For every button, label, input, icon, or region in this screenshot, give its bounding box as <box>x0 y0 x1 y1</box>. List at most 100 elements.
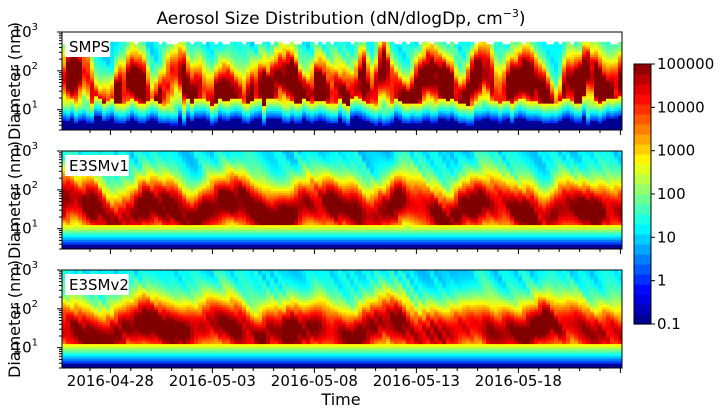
heatmap-cell <box>74 76 79 80</box>
heatmap-cell <box>446 44 451 48</box>
heatmap-cell <box>538 58 543 62</box>
heatmap-cell <box>534 46 539 50</box>
heatmap-cell <box>110 107 115 111</box>
heatmap-cell <box>610 127 615 130</box>
heatmap-cell <box>206 112 211 116</box>
heatmap-cell <box>570 95 575 99</box>
heatmap-cell <box>586 44 591 48</box>
heatmap-cell <box>190 81 195 85</box>
heatmap-cell <box>554 76 559 80</box>
heatmap-cell <box>150 110 155 114</box>
heatmap-cell <box>390 46 395 50</box>
heatmap-cell <box>366 68 371 72</box>
heatmap-cell <box>486 120 491 124</box>
heatmap-cell <box>482 95 487 99</box>
heatmap-cell <box>538 115 543 119</box>
heatmap-cell <box>234 61 239 65</box>
heatmap-cell <box>234 76 239 80</box>
heatmap-cell <box>418 49 423 53</box>
heatmap-cell <box>378 103 383 107</box>
heatmap-cell <box>238 125 243 129</box>
heatmap-cell <box>530 68 535 72</box>
heatmap-cell <box>606 44 611 48</box>
heatmap-cell <box>554 78 559 82</box>
heatmap-cell <box>578 49 583 53</box>
heatmap-cell <box>134 122 139 126</box>
heatmap-cell <box>278 85 283 89</box>
heatmap-cell <box>350 78 355 82</box>
heatmap-cell <box>458 125 463 129</box>
heatmap-cell <box>434 100 439 104</box>
heatmap-cell <box>202 90 207 94</box>
heatmap-cell <box>470 127 475 130</box>
heatmap-cell <box>62 112 67 116</box>
heatmap-cell <box>526 117 531 121</box>
heatmap-cell <box>430 83 435 87</box>
heatmap-cell <box>522 51 527 55</box>
heatmap-cell <box>466 125 471 129</box>
heatmap-cell <box>222 83 227 87</box>
heatmap-cell <box>398 98 403 102</box>
heatmap-cell <box>342 78 347 82</box>
heatmap-cell <box>274 58 279 62</box>
heatmap-cell <box>70 125 75 129</box>
heatmap-cell <box>182 85 187 89</box>
heatmap-cell <box>174 78 179 82</box>
heatmap-cell <box>566 120 571 124</box>
heatmap-cell <box>510 58 515 62</box>
heatmap-cell <box>118 90 123 94</box>
heatmap-cell <box>274 81 279 85</box>
heatmap-cell <box>162 112 167 116</box>
heatmap-cell <box>202 46 207 50</box>
heatmap-cell <box>578 76 583 80</box>
heatmap-cell <box>102 93 107 97</box>
heatmap-cell <box>222 71 227 75</box>
heatmap-cell <box>86 58 91 62</box>
heatmap-cell <box>310 115 315 119</box>
heatmap-cell <box>110 46 115 50</box>
heatmap-cell <box>358 105 363 109</box>
heatmap-cell <box>350 127 355 130</box>
heatmap-cell <box>406 83 411 87</box>
heatmap-cell <box>326 58 331 62</box>
heatmap-cell <box>202 78 207 82</box>
heatmap-cell <box>574 56 579 60</box>
heatmap-cell <box>538 127 543 130</box>
heatmap-cell <box>270 105 275 109</box>
heatmap-cell <box>274 115 279 119</box>
heatmap-cell <box>370 117 375 121</box>
heatmap-cell <box>318 107 323 111</box>
heatmap-cell <box>562 85 567 89</box>
heatmap-cell <box>514 85 519 89</box>
heatmap-cell <box>570 85 575 89</box>
heatmap-cell <box>286 100 291 104</box>
heatmap-cell <box>398 127 403 130</box>
heatmap-cell <box>114 46 119 50</box>
heatmap-cell <box>346 122 351 126</box>
heatmap-cell <box>98 61 103 65</box>
heatmap-cell <box>178 83 183 87</box>
heatmap-cell <box>298 88 303 92</box>
heatmap-cell <box>430 110 435 114</box>
heatmap-cell <box>250 73 255 77</box>
heatmap-cell <box>586 41 591 45</box>
heatmap-cell <box>554 68 559 72</box>
heatmap-cell <box>158 103 163 107</box>
heatmap-cell <box>558 71 563 75</box>
heatmap-cell <box>506 107 511 111</box>
heatmap-cell <box>286 120 291 124</box>
heatmap-cell <box>562 110 567 114</box>
heatmap-cell <box>98 112 103 116</box>
heatmap-cell <box>194 88 199 92</box>
heatmap-cell <box>286 107 291 111</box>
heatmap-cell <box>142 54 147 58</box>
heatmap-cell <box>370 68 375 72</box>
heatmap-cell <box>418 73 423 77</box>
heatmap-cell <box>326 100 331 104</box>
heatmap-cell <box>138 110 143 114</box>
heatmap-cell <box>402 44 407 48</box>
heatmap-cell <box>370 49 375 53</box>
heatmap-cell <box>490 127 495 130</box>
heatmap-cell <box>250 63 255 67</box>
heatmap-cell <box>174 90 179 94</box>
